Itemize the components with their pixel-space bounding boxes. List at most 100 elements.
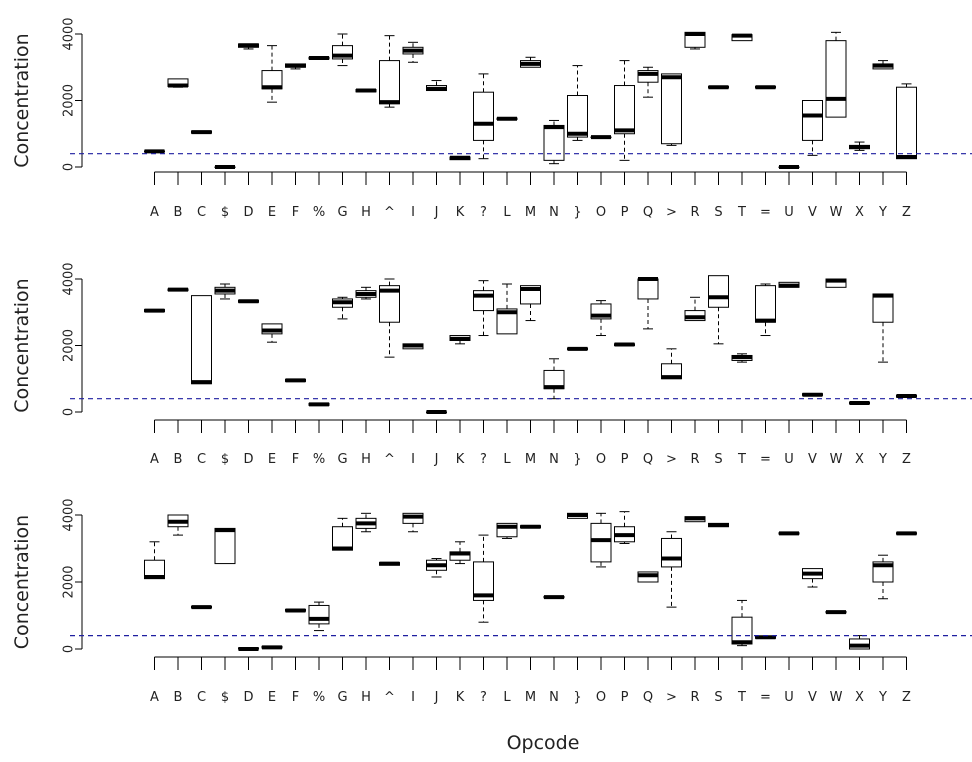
- iqr-box: [543, 124, 565, 161]
- box-T: [731, 33, 753, 42]
- iqr-box: [590, 522, 612, 563]
- box-W: [825, 31, 847, 118]
- box-A: [144, 149, 165, 154]
- x-category-label: P: [621, 690, 629, 705]
- box-Z: [896, 531, 917, 536]
- x-category-label: ?: [480, 205, 487, 220]
- x-category-label: L: [503, 452, 511, 467]
- x-category-label: M: [525, 452, 536, 467]
- box-Q: [637, 66, 659, 98]
- box-N: [543, 119, 565, 165]
- box-%: [308, 601, 330, 632]
- box-Y: [872, 60, 894, 70]
- x-category-label: X: [855, 452, 864, 467]
- x-category-label: %: [313, 690, 325, 705]
- x-category-label: >: [666, 452, 677, 467]
- x-category-label: N: [549, 205, 559, 220]
- box-U: [778, 531, 800, 536]
- iqr-box: [214, 527, 236, 565]
- y-axis-title: Concentration: [11, 515, 33, 649]
- box-E: [261, 45, 283, 103]
- x-category-label: >: [666, 690, 677, 705]
- y-tick-label: 0: [62, 645, 77, 653]
- x-category-label: M: [525, 205, 536, 220]
- x-category-label: F: [292, 452, 299, 467]
- box-=: [755, 283, 776, 337]
- iqr-box: [896, 86, 917, 160]
- x-category-label: Q: [643, 205, 653, 220]
- x-category-label: S: [714, 205, 722, 220]
- x-category-label: W: [830, 690, 843, 705]
- x-category-label: U: [784, 205, 794, 220]
- x-category-label: L: [503, 690, 511, 705]
- box-Y: [872, 293, 894, 363]
- x-category-label: }: [573, 452, 581, 467]
- iqr-box: [825, 40, 847, 118]
- box-E: [261, 323, 283, 343]
- box-Z: [896, 83, 917, 160]
- x-category-label: $: [221, 205, 229, 220]
- box-V: [802, 392, 823, 397]
- x-category-label: B: [174, 690, 183, 705]
- box-M: [520, 524, 541, 529]
- box-X: [849, 635, 870, 650]
- x-category-label: A: [150, 205, 159, 220]
- x-category-label: R: [690, 452, 699, 467]
- x-category-label: H: [361, 690, 371, 705]
- box-X: [849, 401, 870, 406]
- x-category-label: E: [268, 205, 276, 220]
- box-H: [355, 286, 377, 300]
- x-category-label: I: [411, 205, 415, 220]
- x-category-label: B: [174, 205, 183, 220]
- x-category-label: K: [456, 690, 465, 705]
- x-category-label: Z: [902, 452, 911, 467]
- x-category-label: B: [174, 452, 183, 467]
- x-category-label: J: [434, 690, 439, 705]
- box-V: [802, 568, 823, 588]
- box-G: [332, 517, 353, 551]
- x-category-label: D: [243, 205, 253, 220]
- iqr-box: [379, 60, 400, 105]
- x-category-label: M: [525, 690, 536, 705]
- x-category-label: Z: [902, 690, 911, 705]
- box-%: [308, 402, 330, 407]
- iqr-box: [473, 561, 494, 601]
- iqr-box: [708, 275, 729, 308]
- box-S: [708, 275, 729, 345]
- y-tick-label: 2000: [62, 329, 77, 362]
- x-category-label: P: [621, 205, 629, 220]
- x-category-label: D: [243, 690, 253, 705]
- x-category-label: R: [690, 205, 699, 220]
- box-F: [285, 608, 306, 613]
- box-B: [167, 514, 189, 536]
- box-C: [191, 605, 212, 610]
- box-}: [567, 65, 588, 141]
- x-category-label: T: [737, 690, 746, 705]
- x-category-label: Y: [878, 205, 887, 220]
- x-category-label: O: [596, 205, 606, 220]
- box-O: [590, 300, 612, 337]
- box-G: [332, 296, 353, 320]
- x-category-label: Y: [878, 452, 887, 467]
- x-category-label: ?: [480, 452, 487, 467]
- y-tick-label: 0: [62, 163, 77, 171]
- x-category-label: J: [434, 452, 439, 467]
- x-category-label: X: [855, 205, 864, 220]
- box-X: [849, 141, 870, 151]
- box-L: [496, 283, 518, 335]
- box-M: [520, 56, 541, 68]
- x-category-label: W: [830, 452, 843, 467]
- box-K: [449, 155, 471, 161]
- iqr-box: [308, 604, 330, 625]
- box-C: [191, 295, 212, 385]
- box-%: [308, 55, 330, 60]
- y-tick-label: 4000: [62, 17, 77, 50]
- x-category-label: I: [411, 690, 415, 705]
- box-I: [402, 41, 424, 63]
- x-category-label: ^: [384, 205, 395, 220]
- iqr-box: [661, 537, 682, 568]
- iqr-box: [473, 91, 494, 141]
- box-H: [355, 512, 377, 533]
- x-category-label: W: [830, 205, 843, 220]
